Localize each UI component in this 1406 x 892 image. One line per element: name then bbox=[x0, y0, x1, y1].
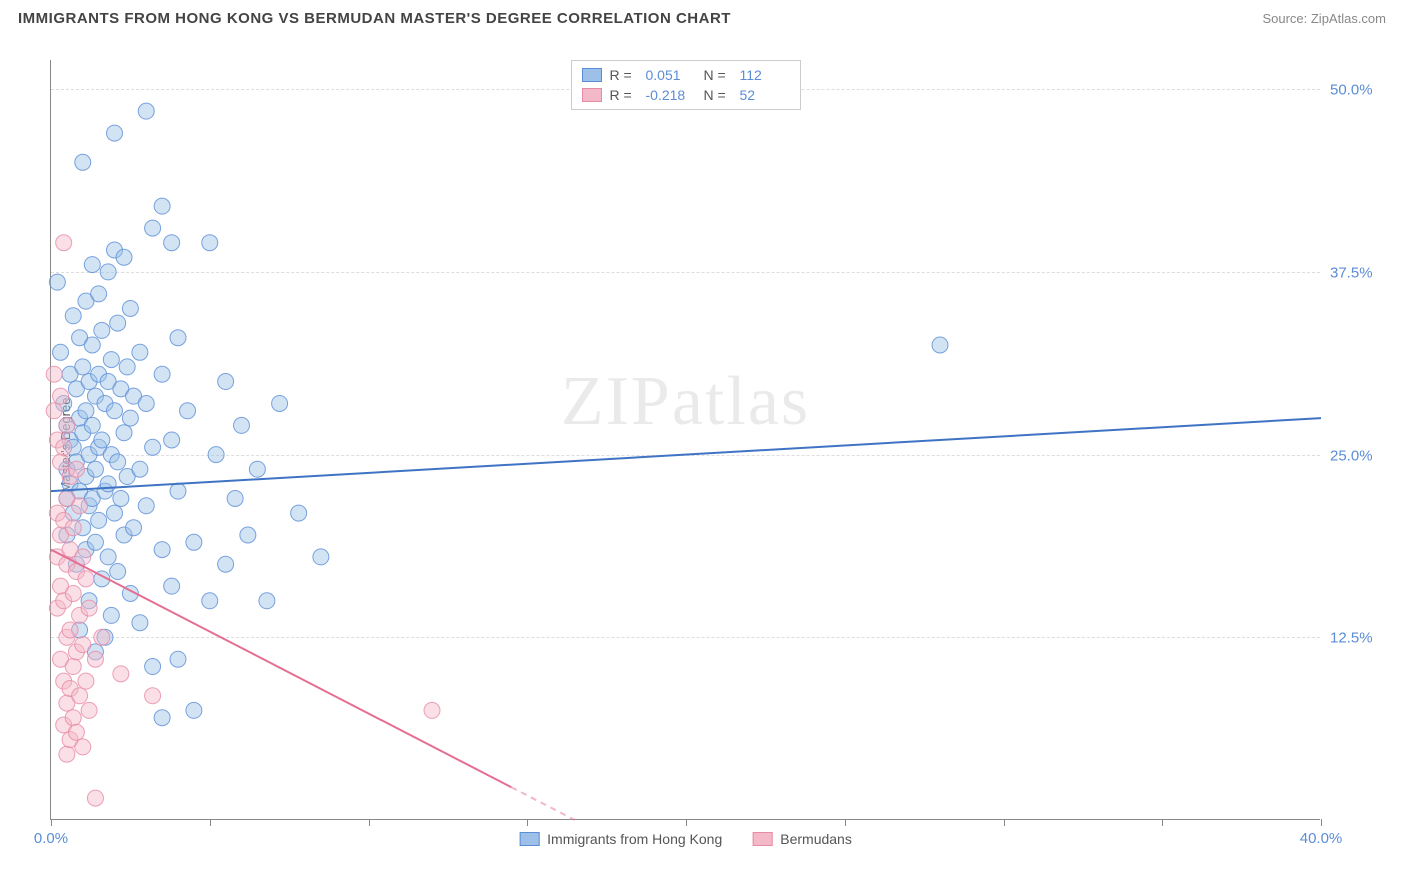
x-tick-label: 0.0% bbox=[34, 830, 68, 847]
series-legend-label: Bermudans bbox=[780, 831, 852, 847]
x-tick bbox=[686, 819, 687, 826]
legend-r-label: R = bbox=[610, 67, 638, 83]
trend-line bbox=[51, 550, 511, 788]
series-legend: Immigrants from Hong Kong Bermudans bbox=[519, 831, 852, 847]
x-tick-label: 40.0% bbox=[1300, 830, 1343, 847]
x-tick bbox=[845, 819, 846, 826]
y-tick-label: 37.5% bbox=[1330, 264, 1390, 281]
trend-line bbox=[51, 418, 1321, 491]
x-tick bbox=[527, 819, 528, 826]
chart-title: IMMIGRANTS FROM HONG KONG VS BERMUDAN MA… bbox=[18, 10, 731, 27]
source-link[interactable]: ZipAtlas.com bbox=[1311, 11, 1386, 26]
legend-n-label: N = bbox=[704, 67, 732, 83]
legend-swatch bbox=[752, 832, 772, 846]
legend-r-value: 0.051 bbox=[646, 67, 696, 83]
trend-lines bbox=[51, 60, 1320, 819]
x-tick bbox=[1162, 819, 1163, 826]
legend-n-value: 112 bbox=[740, 67, 790, 83]
x-tick bbox=[369, 819, 370, 826]
source-attribution: Source: ZipAtlas.com bbox=[1262, 11, 1386, 26]
y-tick-label: 12.5% bbox=[1330, 630, 1390, 647]
series-legend-item: Bermudans bbox=[752, 831, 852, 847]
x-tick bbox=[51, 819, 52, 826]
correlation-legend: R = 0.051 N = 112 R = -0.218 N = 52 bbox=[571, 60, 801, 110]
legend-swatch bbox=[582, 88, 602, 102]
x-tick bbox=[1004, 819, 1005, 826]
trend-line-dashed bbox=[511, 787, 575, 820]
correlation-legend-row: R = 0.051 N = 112 bbox=[582, 65, 790, 85]
y-tick-label: 25.0% bbox=[1330, 447, 1390, 464]
legend-n-value: 52 bbox=[740, 87, 790, 103]
series-legend-item: Immigrants from Hong Kong bbox=[519, 831, 722, 847]
legend-r-label: R = bbox=[610, 87, 638, 103]
correlation-legend-row: R = -0.218 N = 52 bbox=[582, 85, 790, 105]
chart-container: Master's Degree ZIPatlas 12.5%25.0%37.5%… bbox=[50, 50, 1340, 840]
legend-swatch bbox=[582, 68, 602, 82]
x-tick bbox=[210, 819, 211, 826]
legend-swatch bbox=[519, 832, 539, 846]
y-tick-label: 50.0% bbox=[1330, 82, 1390, 99]
header: IMMIGRANTS FROM HONG KONG VS BERMUDAN MA… bbox=[0, 0, 1406, 32]
legend-n-label: N = bbox=[704, 87, 732, 103]
legend-r-value: -0.218 bbox=[646, 87, 696, 103]
series-legend-label: Immigrants from Hong Kong bbox=[547, 831, 722, 847]
plot-area: ZIPatlas 12.5%25.0%37.5%50.0% 0.0%40.0% … bbox=[50, 60, 1320, 820]
x-tick bbox=[1321, 819, 1322, 826]
